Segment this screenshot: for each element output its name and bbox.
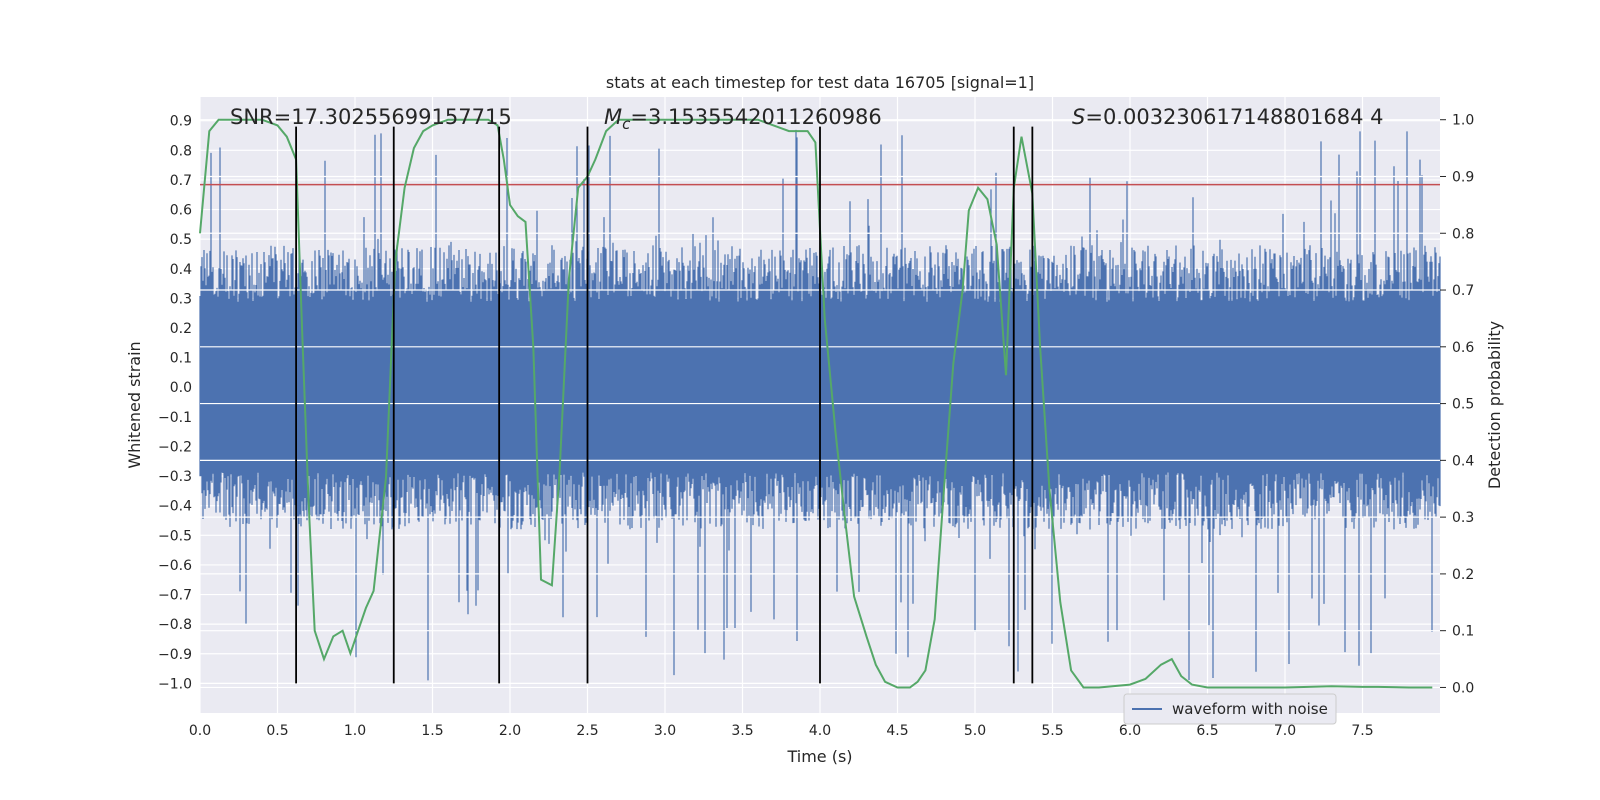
mc-annotation: Mc=3.1535542011260986 [604, 105, 882, 133]
y2-tick-label: 0.3 [1452, 510, 1474, 526]
y-tick-label: −0.3 [158, 469, 192, 485]
x-ticks: 0.0 0.5 1.0 1.5 2.0 2.5 3.0 3.5 4.0 4.5 5.0 5.5 6.0 6… [189, 723, 1374, 739]
y-tick-label: 0.1 [170, 351, 192, 367]
y-tick-label: −0.4 [158, 499, 192, 515]
y2-tick-label: 0.4 [1452, 453, 1474, 469]
y-tick-label: 0.5 [170, 232, 192, 248]
y-tick-label: −1.0 [158, 676, 192, 692]
y2-tick-label: 0.8 [1452, 226, 1474, 242]
x-tick-label: 4.5 [886, 723, 908, 739]
y-tick-label: −0.1 [158, 410, 192, 426]
waveform-series [199, 129, 1441, 681]
y-tick-label: −0.8 [158, 617, 192, 633]
y-tick-label: 0.6 [170, 203, 192, 219]
y2-ticks: 0.0 0.1 0.2 0.3 0.4 0.5 0.6 0.7 0.8 0.9 1.0 [1440, 113, 1474, 696]
x-tick-label: 7.0 [1274, 723, 1296, 739]
x-tick-label: 5.0 [964, 723, 986, 739]
x-tick-label: 3.0 [654, 723, 676, 739]
x-tick-label: 0.5 [266, 723, 288, 739]
detection-probability-line [199, 118, 1433, 689]
y-tick-label: −0.2 [158, 439, 192, 455]
waveform-trace [199, 129, 1441, 681]
x-tick-label: 1.5 [421, 723, 443, 739]
y-tick-label: 0.7 [170, 173, 192, 189]
legend: waveform with noise [1123, 693, 1337, 725]
mc-subscript: c [622, 115, 631, 133]
y-tick-label: 0.8 [170, 143, 192, 159]
x-tick-label: 4.0 [809, 723, 831, 739]
y-tick-label: −0.5 [158, 528, 192, 544]
legend-box [1123, 693, 1337, 725]
y2-tick-label: 0.0 [1452, 680, 1474, 696]
y-tick-label: 0.9 [170, 114, 192, 130]
x-tick-label: 3.5 [731, 723, 753, 739]
x-tick-label: 0.0 [189, 723, 211, 739]
chart-title: stats at each timestep for test data 167… [606, 73, 1034, 92]
vertical-markers [295, 126, 1034, 684]
y-tick-label: −0.6 [158, 558, 192, 574]
mc-symbol: M [604, 105, 622, 129]
y2-tick-label: 0.2 [1452, 567, 1474, 583]
x-tick-label: 2.0 [499, 723, 521, 739]
x-axis-label: Time (s) [786, 747, 852, 766]
x-tick-label: 7.5 [1351, 723, 1373, 739]
x-tick-label: 1.0 [344, 723, 366, 739]
y2-tick-label: 1.0 [1452, 113, 1474, 129]
y-tick-label: 0.0 [170, 380, 192, 396]
y2-tick-label: 0.7 [1452, 283, 1474, 299]
y2-tick-label: 0.9 [1452, 169, 1474, 185]
legend-label: waveform with noise [1172, 700, 1328, 718]
x-tick-label: 5.5 [1041, 723, 1063, 739]
y2-tick-label: 0.6 [1452, 340, 1474, 356]
y-tick-label: 0.2 [170, 321, 192, 337]
y-tick-label: 0.3 [170, 291, 192, 307]
x-tick-label: 6.0 [1119, 723, 1141, 739]
y-tick-label: −0.7 [158, 588, 192, 604]
y2-tick-label: 0.5 [1452, 397, 1474, 413]
mc-value: =3.1535542011260986 [630, 105, 881, 129]
y-axis-label: Whitened strain [125, 341, 144, 468]
s-annotation: S=0.003230617148801684 4 [1072, 105, 1384, 129]
s-symbol: S [1072, 105, 1085, 129]
y2-axis-label: Detection probability [1485, 321, 1504, 489]
y-ticks: −1.0 −0.9 −0.8 −0.7 −0.6 −0.5 −0.4 −0.3 −0.2 −0.1… [158, 114, 192, 693]
x-tick-label: 6.5 [1196, 723, 1218, 739]
snr-annotation: SNR=17.30255699157715 [230, 105, 512, 129]
y-tick-label: 0.4 [170, 262, 192, 278]
y-tick-label: −0.9 [158, 647, 192, 663]
x-tick-label: 2.5 [576, 723, 598, 739]
s-value: =0.003230617148801684 4 [1085, 105, 1383, 129]
y2-tick-label: 0.1 [1452, 624, 1474, 640]
